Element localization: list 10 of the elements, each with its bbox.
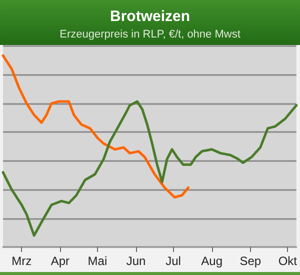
x-tick-label: Mrz bbox=[12, 254, 32, 268]
x-tick-label: Apr bbox=[50, 254, 70, 268]
x-tick-label: Sep bbox=[240, 254, 262, 268]
x-tick-label: Mai bbox=[88, 254, 108, 268]
x-tick-label: Okt bbox=[278, 254, 298, 268]
x-tick-label: Aug bbox=[201, 254, 223, 268]
x-tick-label: Jun bbox=[126, 254, 146, 268]
chart-subtitle: Erzeugerpreis in RLP, €/t, ohne Mwst bbox=[60, 28, 240, 40]
x-tick-label: Jul bbox=[166, 254, 181, 268]
chart-title: Brotweizen bbox=[110, 8, 190, 25]
